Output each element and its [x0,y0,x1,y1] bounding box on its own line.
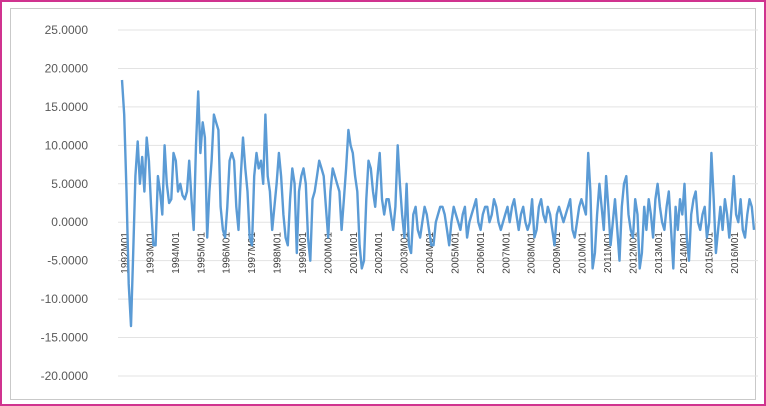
x-axis-labels: 1992M01 1993M01 1994M01 1995M01 1996M01 1997M… [120,232,741,274]
x-tick-label: 2008M01 [527,232,538,274]
series-line [120,79,756,328]
x-tick-label: 1996M01 [222,232,233,274]
y-tick-label: 0.0000 [51,215,88,229]
x-tick-label: 2009M01 [552,232,563,274]
y-tick-label: 10.0000 [45,138,89,152]
gridlines [118,29,758,377]
x-tick-label: 1997M01 [247,232,258,274]
x-tick-label: 2001M01 [349,232,360,274]
x-tick-label: 2006M01 [476,232,487,274]
x-tick-label: 2014M01 [679,232,690,274]
y-tick-label: 5.0000 [51,177,88,191]
x-tick-label: 2010M01 [578,232,589,274]
x-tick-label: 1992M01 [120,232,131,274]
series-layer [120,79,756,328]
x-tick-label: 2007M01 [501,232,512,274]
y-tick-label: -5.0000 [47,254,88,268]
x-tick-label: 2015M01 [705,232,716,274]
y-tick-label: -15.0000 [41,331,89,345]
x-tick-label: 2005M01 [450,232,461,274]
x-tick-label: 2012M01 [628,232,639,274]
x-tick-label: 1994M01 [171,232,182,274]
y-tick-label: 15.0000 [45,100,89,114]
y-axis-labels: 25.0000 20.0000 15.0000 10.0000 5.0000 0.0000… [41,23,89,383]
y-tick-label: 20.0000 [45,61,89,75]
x-tick-label: 2016M01 [730,232,741,274]
x-tick-label: 1993M01 [145,232,156,274]
y-tick-label: -10.0000 [41,292,89,306]
x-tick-label: 1998M01 [273,232,284,274]
x-tick-label: 2000M01 [323,232,334,274]
y-tick-label: -20.0000 [41,369,89,383]
x-tick-label: 2011M01 [603,232,614,273]
x-tick-label: 1999M01 [298,232,309,274]
x-tick-label: 1995M01 [196,232,207,274]
x-tick-label: 2002M01 [374,232,385,274]
y-tick-label: 25.0000 [45,23,89,37]
x-tick-label: 2013M01 [654,232,665,274]
x-tick-label: 2004M01 [425,232,436,274]
x-tick-label: 2003M01 [400,232,411,274]
